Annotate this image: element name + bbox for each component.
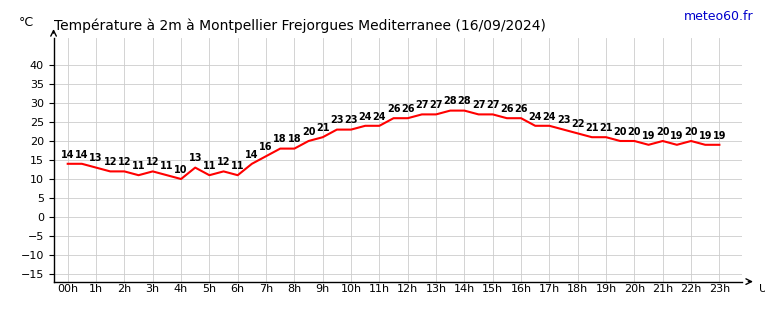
Text: 18: 18: [288, 134, 301, 144]
Text: 19: 19: [642, 131, 656, 140]
Text: 23: 23: [344, 116, 358, 125]
Text: 24: 24: [529, 112, 542, 122]
Text: 14: 14: [61, 150, 74, 160]
Text: 28: 28: [457, 96, 471, 107]
Text: 26: 26: [401, 104, 415, 114]
Text: 12: 12: [146, 157, 159, 167]
Text: meteo60.fr: meteo60.fr: [684, 10, 754, 23]
Text: 20: 20: [302, 127, 315, 137]
Text: 24: 24: [373, 112, 386, 122]
Text: 21: 21: [316, 123, 330, 133]
Text: 27: 27: [472, 100, 485, 110]
Text: 27: 27: [429, 100, 443, 110]
Text: 12: 12: [103, 157, 117, 167]
Text: 28: 28: [444, 96, 457, 107]
Text: 12: 12: [118, 157, 131, 167]
Text: UTC: UTC: [759, 284, 765, 294]
Text: 23: 23: [330, 116, 343, 125]
Text: 26: 26: [387, 104, 400, 114]
Text: 21: 21: [599, 123, 613, 133]
Text: 24: 24: [542, 112, 556, 122]
Text: Température à 2m à Montpellier Frejorgues Mediterranee (16/09/2024): Température à 2m à Montpellier Frejorgue…: [54, 19, 545, 33]
Text: 16: 16: [259, 142, 273, 152]
Text: 13: 13: [188, 153, 202, 164]
Text: 10: 10: [174, 165, 187, 175]
Text: 13: 13: [90, 153, 103, 164]
Text: 20: 20: [656, 127, 669, 137]
Text: 19: 19: [713, 131, 726, 140]
Text: 18: 18: [273, 134, 287, 144]
Text: 27: 27: [415, 100, 428, 110]
Text: 24: 24: [359, 112, 372, 122]
Text: 27: 27: [486, 100, 500, 110]
Text: 19: 19: [698, 131, 712, 140]
Text: 20: 20: [685, 127, 698, 137]
Text: 26: 26: [500, 104, 513, 114]
Text: 19: 19: [670, 131, 684, 140]
Text: 14: 14: [75, 150, 89, 160]
Text: 11: 11: [132, 161, 145, 171]
Text: 12: 12: [216, 157, 230, 167]
Text: 23: 23: [557, 116, 570, 125]
Text: 11: 11: [160, 161, 174, 171]
Text: 21: 21: [585, 123, 599, 133]
Text: 26: 26: [514, 104, 528, 114]
Text: 11: 11: [231, 161, 245, 171]
Text: °C: °C: [18, 16, 34, 29]
Text: 14: 14: [245, 150, 259, 160]
Text: 22: 22: [571, 119, 584, 129]
Text: 11: 11: [203, 161, 216, 171]
Text: 20: 20: [627, 127, 641, 137]
Text: 20: 20: [614, 127, 627, 137]
